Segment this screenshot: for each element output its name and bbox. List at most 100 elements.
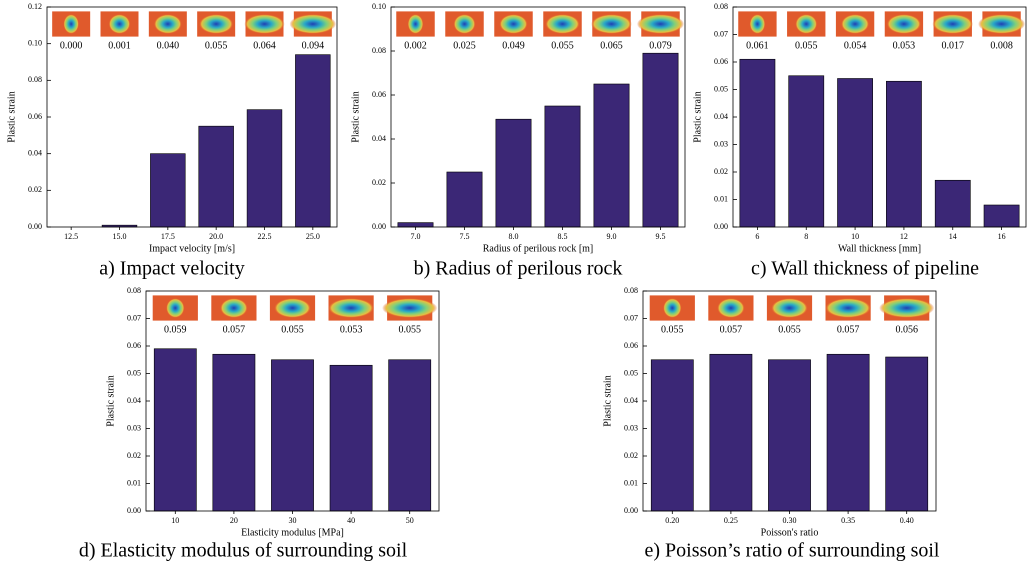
y-tick-label: 0.12 — [28, 2, 42, 11]
y-tick-label: 0.04 — [714, 112, 728, 121]
bar — [388, 359, 432, 512]
bar — [212, 353, 256, 512]
bar — [198, 125, 234, 228]
y-tick-label: 0.02 — [372, 178, 386, 187]
value-label: 0.079 — [649, 40, 672, 51]
value-label: 0.059 — [164, 324, 187, 335]
bar — [642, 52, 679, 228]
value-label: 0.017 — [942, 40, 965, 51]
y-tick-label: 0.04 — [28, 148, 42, 157]
value-label: 0.008 — [990, 40, 1013, 51]
x-tick-label: 20.0 — [209, 232, 223, 241]
bar — [885, 356, 929, 512]
y-tick-label: 0.06 — [714, 57, 728, 66]
y-tick-label: 0.00 — [714, 222, 728, 231]
x-tick-label: 22.5 — [258, 232, 272, 241]
bar — [739, 58, 776, 228]
x-tick-label: 0.25 — [724, 516, 738, 525]
value-label: 0.025 — [453, 40, 476, 51]
x-tick-label: 0.40 — [900, 516, 914, 525]
y-tick-label: 0.02 — [714, 167, 728, 176]
value-label: 0.057 — [837, 324, 860, 335]
y-axis-label: Plastic strain — [602, 375, 613, 426]
contour-image-core — [220, 298, 248, 318]
value-label: 0.040 — [157, 40, 180, 51]
x-axis-label: Elasticity modulus [MPa] — [241, 527, 344, 538]
contour-image-core — [499, 14, 528, 34]
y-tick-label: 0.07 — [127, 313, 141, 322]
plot-frame — [145, 290, 440, 512]
contour-image-core — [199, 14, 234, 34]
x-tick-label: 40 — [347, 516, 355, 525]
x-tick-label: 20 — [230, 516, 238, 525]
y-tick-label: 0.03 — [714, 139, 728, 148]
bar — [446, 171, 483, 228]
y-tick-label: 0.06 — [127, 341, 141, 350]
value-label: 0.054 — [844, 40, 867, 51]
contour-image-core — [453, 14, 476, 34]
y-tick-label: 0.01 — [127, 478, 141, 487]
y-tick-label: 0.05 — [127, 368, 141, 377]
caption: a) Impact velocity — [99, 258, 245, 280]
contour-image-core — [840, 14, 870, 34]
y-tick-label: 0.08 — [28, 75, 42, 84]
x-tick-label: 14 — [949, 232, 957, 241]
y-tick-label: 0.08 — [714, 2, 728, 11]
contour-image-core — [879, 298, 935, 318]
contour-image-core — [749, 14, 766, 34]
x-tick-label: 0.35 — [841, 516, 855, 525]
value-label: 0.094 — [302, 40, 325, 51]
value-label: 0.055 — [398, 324, 421, 335]
contour-image-core — [771, 298, 808, 318]
y-tick-label: 0.05 — [714, 84, 728, 93]
x-tick-label: 12 — [900, 232, 908, 241]
x-tick-label: 0.30 — [783, 516, 797, 525]
y-tick-label: 0.00 — [372, 222, 386, 231]
bar — [495, 118, 532, 228]
caption: e) Poisson’s ratio of surrounding soil — [645, 540, 940, 562]
x-tick-label: 10 — [851, 232, 859, 241]
contour-image-core — [153, 14, 182, 34]
value-label: 0.002 — [404, 40, 427, 51]
bar — [709, 353, 753, 512]
contour-image-core — [636, 14, 685, 34]
value-label: 0.055 — [795, 40, 818, 51]
x-tick-label: 15.0 — [113, 232, 127, 241]
caption: c) Wall thickness of pipeline — [751, 258, 979, 280]
bar — [826, 353, 870, 512]
y-axis-label: Plastic strain — [350, 91, 361, 142]
value-label: 0.053 — [340, 324, 363, 335]
x-tick-label: 8 — [804, 232, 808, 241]
x-tick-label: 0.20 — [665, 516, 679, 525]
x-axis-label: Impact velocity [m/s] — [149, 243, 235, 254]
contour-image-core — [382, 298, 438, 318]
value-label: 0.055 — [661, 324, 684, 335]
y-tick-label: 0.00 — [624, 506, 638, 515]
bar — [768, 359, 811, 512]
y-tick-label: 0.02 — [127, 451, 141, 460]
y-tick-label: 0.10 — [372, 2, 386, 11]
y-tick-label: 0.06 — [372, 90, 386, 99]
contour-image-core — [932, 14, 974, 34]
contour-image-core — [978, 14, 1026, 34]
y-tick-label: 0.00 — [28, 222, 42, 231]
bar — [788, 75, 825, 228]
y-axis-label: Plastic strain — [692, 91, 703, 142]
x-tick-label: 7.0 — [411, 232, 421, 241]
value-label: 0.055 — [551, 40, 574, 51]
bar — [295, 54, 331, 228]
contour-image-core — [289, 14, 337, 34]
bar — [837, 78, 873, 228]
value-label: 0.057 — [223, 324, 246, 335]
contour-image-core — [886, 14, 922, 34]
x-tick-label: 9.0 — [607, 232, 617, 241]
contour-image-core — [108, 14, 131, 34]
contour-image-core — [663, 298, 682, 318]
contour-image-core — [591, 14, 632, 34]
contour-image-core — [274, 298, 311, 318]
y-tick-label: 0.02 — [28, 185, 42, 194]
plot-frame — [390, 6, 686, 228]
bar — [271, 359, 314, 512]
y-tick-label: 0.06 — [624, 341, 638, 350]
